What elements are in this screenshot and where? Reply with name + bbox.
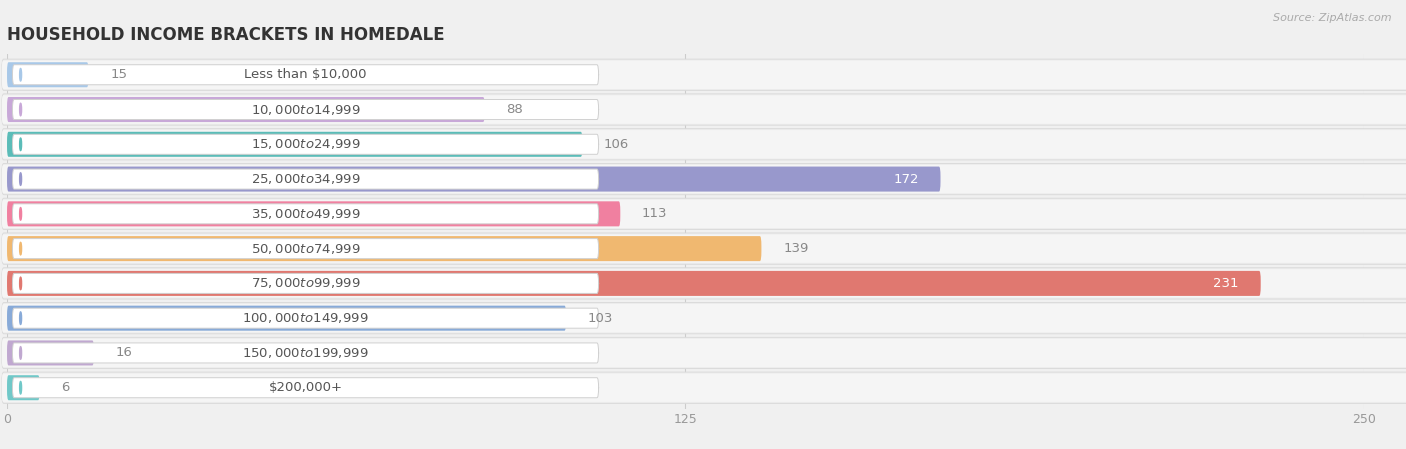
Text: 231: 231 [1213,277,1239,290]
FancyBboxPatch shape [7,375,39,400]
Circle shape [20,173,21,185]
FancyBboxPatch shape [7,132,582,157]
Circle shape [20,103,21,116]
Text: $50,000 to $74,999: $50,000 to $74,999 [250,242,360,255]
FancyBboxPatch shape [13,169,599,189]
Text: $15,000 to $24,999: $15,000 to $24,999 [250,137,360,151]
FancyBboxPatch shape [1,372,1406,403]
FancyBboxPatch shape [1,59,1406,90]
FancyBboxPatch shape [13,308,599,328]
FancyBboxPatch shape [1,163,1406,195]
Circle shape [20,347,21,359]
FancyBboxPatch shape [1,130,1406,158]
Circle shape [20,312,21,325]
FancyBboxPatch shape [13,204,599,224]
FancyBboxPatch shape [1,268,1406,299]
Circle shape [20,207,21,220]
FancyBboxPatch shape [7,306,567,331]
FancyBboxPatch shape [13,65,599,85]
FancyBboxPatch shape [13,343,599,363]
Circle shape [20,277,21,290]
Text: $100,000 to $149,999: $100,000 to $149,999 [242,311,368,325]
FancyBboxPatch shape [1,304,1406,332]
Text: Less than $10,000: Less than $10,000 [245,68,367,81]
FancyBboxPatch shape [1,198,1406,229]
FancyBboxPatch shape [1,269,1406,298]
Text: $200,000+: $200,000+ [269,381,343,394]
FancyBboxPatch shape [1,234,1406,263]
Text: 113: 113 [643,207,668,220]
FancyBboxPatch shape [7,340,94,365]
FancyBboxPatch shape [1,233,1406,264]
FancyBboxPatch shape [1,303,1406,334]
Circle shape [20,138,21,150]
FancyBboxPatch shape [1,374,1406,402]
Text: 88: 88 [506,103,523,116]
Text: $150,000 to $199,999: $150,000 to $199,999 [242,346,368,360]
FancyBboxPatch shape [7,97,485,122]
FancyBboxPatch shape [7,62,89,87]
Text: $10,000 to $14,999: $10,000 to $14,999 [250,102,360,117]
FancyBboxPatch shape [13,134,599,154]
FancyBboxPatch shape [13,238,599,259]
FancyBboxPatch shape [7,201,620,226]
Text: 106: 106 [605,138,630,151]
Text: 6: 6 [62,381,70,394]
FancyBboxPatch shape [13,273,599,293]
FancyBboxPatch shape [13,378,599,398]
FancyBboxPatch shape [1,339,1406,367]
Text: Source: ZipAtlas.com: Source: ZipAtlas.com [1274,13,1392,23]
FancyBboxPatch shape [13,100,599,119]
FancyBboxPatch shape [1,61,1406,89]
FancyBboxPatch shape [1,129,1406,160]
FancyBboxPatch shape [1,337,1406,369]
Text: HOUSEHOLD INCOME BRACKETS IN HOMEDALE: HOUSEHOLD INCOME BRACKETS IN HOMEDALE [7,26,444,44]
Text: $25,000 to $34,999: $25,000 to $34,999 [250,172,360,186]
Text: 16: 16 [115,347,132,360]
FancyBboxPatch shape [1,95,1406,124]
Circle shape [20,382,21,394]
Text: 172: 172 [893,172,918,185]
FancyBboxPatch shape [7,236,762,261]
Text: $35,000 to $49,999: $35,000 to $49,999 [250,207,360,221]
Text: 15: 15 [110,68,127,81]
Circle shape [20,242,21,255]
Text: $75,000 to $99,999: $75,000 to $99,999 [250,277,360,291]
Text: 139: 139 [783,242,808,255]
Text: 103: 103 [588,312,613,325]
FancyBboxPatch shape [1,200,1406,228]
FancyBboxPatch shape [7,271,1261,296]
Circle shape [20,69,21,81]
FancyBboxPatch shape [1,94,1406,125]
FancyBboxPatch shape [7,167,941,192]
FancyBboxPatch shape [1,165,1406,194]
